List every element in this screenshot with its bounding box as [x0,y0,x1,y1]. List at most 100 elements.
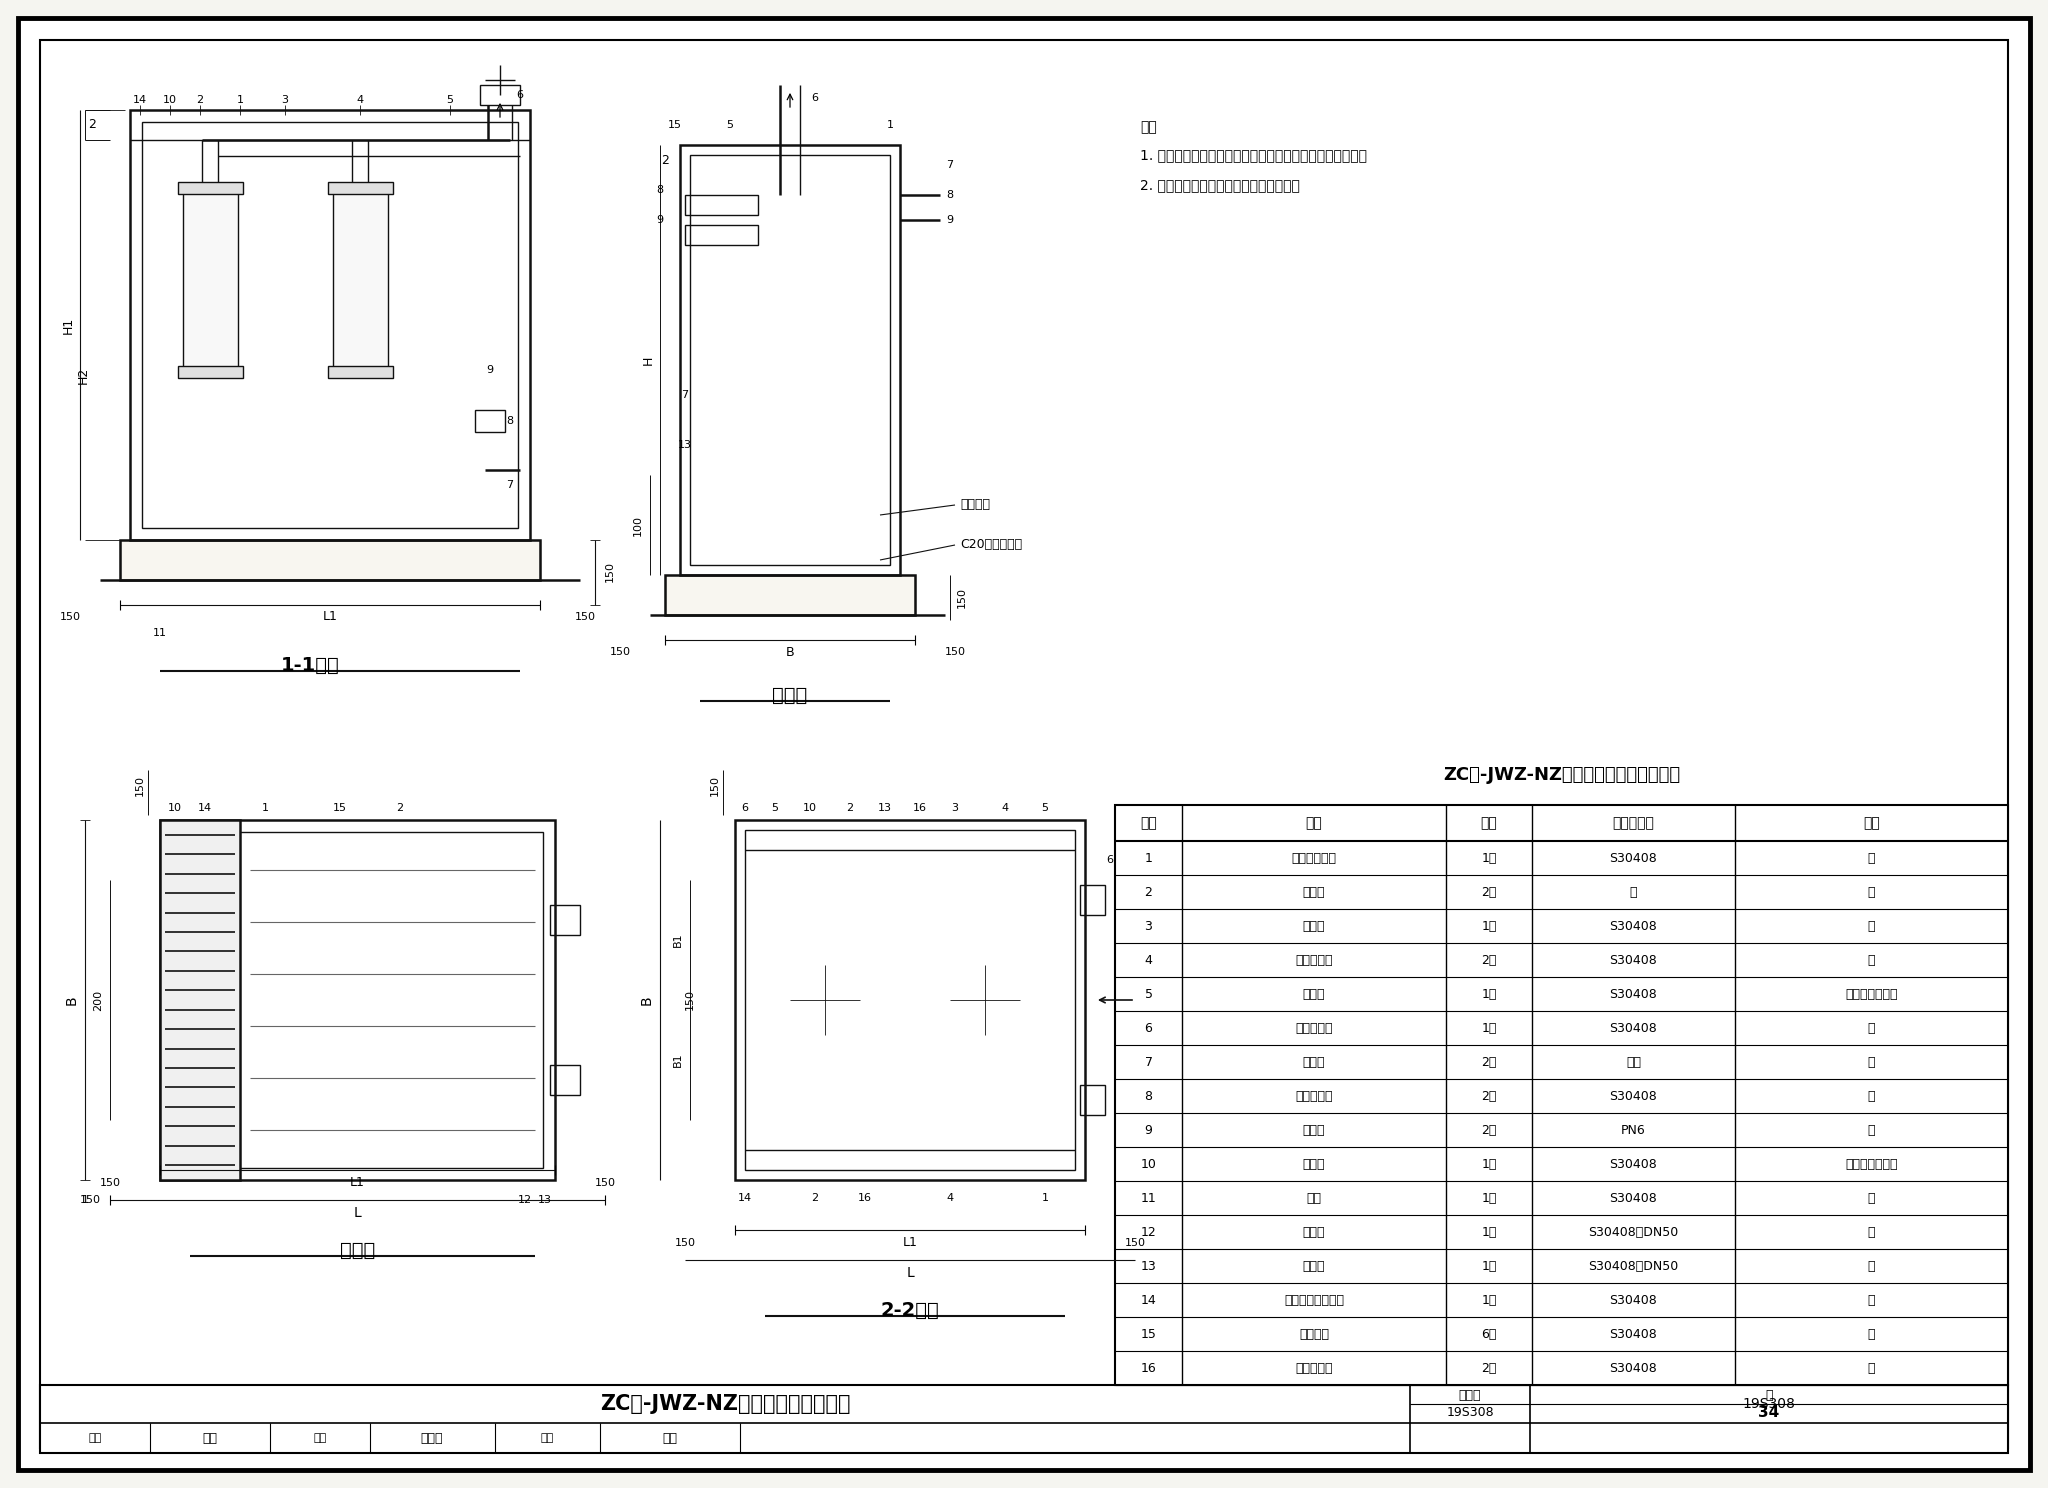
Text: －: － [1868,1021,1876,1034]
Text: 3: 3 [1145,920,1153,933]
Text: 150: 150 [604,561,614,582]
Text: 软接头: 软接头 [1303,1055,1325,1068]
Text: 2: 2 [811,1193,819,1202]
Text: 2个: 2个 [1481,1089,1497,1103]
Text: 10: 10 [164,95,176,106]
Bar [666,574,915,615]
Text: 150: 150 [610,647,631,658]
Text: 波浪形集水箱: 波浪形集水箱 [1292,851,1337,865]
Text: 7: 7 [682,390,688,400]
Text: 橡胶: 橡胶 [1626,1055,1640,1068]
Text: 13: 13 [678,440,692,449]
Text: 150: 150 [956,586,967,607]
Bar [1079,885,1106,915]
Text: 150: 150 [575,612,596,622]
Text: 页: 页 [1765,1390,1774,1402]
Text: S30408: S30408 [1610,1327,1657,1341]
Text: 膨胀螺栓: 膨胀螺栓 [961,498,989,512]
Text: －: － [1868,851,1876,865]
Text: L: L [905,1266,913,1280]
Bar [690,155,891,565]
Text: 平面图: 平面图 [340,1241,375,1259]
Text: 1个: 1个 [1481,851,1497,865]
Text: －: － [1868,1259,1876,1272]
Text: 管健: 管健 [203,1431,217,1445]
Text: 锁紧装置: 锁紧装置 [1298,1327,1329,1341]
Text: 2: 2 [1145,885,1153,899]
Text: 8: 8 [506,417,514,426]
Circle shape [739,271,748,278]
Text: 韩松: 韩松 [662,1431,678,1445]
Bar [735,820,1085,1180]
Text: －: － [1868,885,1876,899]
Text: 管径由设计确定: 管径由设计确定 [1845,1158,1898,1171]
Text: 外置式液位控制器: 外置式液位控制器 [1284,1293,1343,1306]
Text: 5: 5 [1145,988,1153,1000]
Bar [160,820,240,1180]
Text: 150: 150 [1124,1238,1145,1248]
Text: 2: 2 [846,804,854,812]
Bar [1114,805,2007,841]
Text: 1套: 1套 [1481,920,1497,933]
Text: 19S308: 19S308 [1743,1397,1796,1411]
Text: 固液分离器: 固液分离器 [1294,954,1333,967]
Bar [475,411,506,432]
Text: 1-1剖面: 1-1剖面 [281,656,340,674]
Bar [178,366,244,378]
Circle shape [819,238,827,246]
Text: 6: 6 [516,89,524,100]
Text: 150: 150 [59,612,80,622]
Text: 1个: 1个 [1481,1158,1497,1171]
Text: 13: 13 [539,1195,553,1205]
Text: 6: 6 [741,804,748,812]
Text: 15: 15 [668,121,682,129]
Text: S30408: S30408 [1610,1089,1657,1103]
Text: 9: 9 [946,214,954,225]
Text: 2: 2 [197,95,203,106]
Text: 名称: 名称 [1307,815,1323,830]
Bar [160,820,555,1180]
Text: 11: 11 [1141,1192,1157,1204]
Text: 16: 16 [858,1193,872,1202]
Text: 反冲洗装置: 反冲洗装置 [1294,1362,1333,1375]
Bar [328,366,393,378]
Text: 8: 8 [657,185,664,195]
Bar [178,182,244,193]
Text: 1套: 1套 [1481,1293,1497,1306]
Bar [551,905,580,934]
Text: S30408: S30408 [1610,1192,1657,1204]
Text: 16: 16 [1141,1362,1157,1375]
Text: 校对: 校对 [313,1433,326,1443]
Text: 1个: 1个 [1481,1226,1497,1238]
Bar [182,190,238,371]
Text: 5: 5 [1042,804,1049,812]
Bar [141,122,518,528]
Bar [479,85,520,106]
Text: 1套: 1套 [1481,1192,1497,1204]
Text: 13: 13 [1141,1259,1157,1272]
Text: 备注: 备注 [1864,815,1880,830]
Text: 150: 150 [80,1195,100,1205]
Text: S30408: S30408 [1610,1021,1657,1034]
Text: 10: 10 [168,804,182,812]
Text: B1: B1 [674,1052,682,1067]
Bar [684,225,758,246]
Text: 6: 6 [1106,856,1114,865]
Text: S30408: S30408 [1610,920,1657,933]
Text: 压力表: 压力表 [1303,1123,1325,1137]
Text: 1: 1 [1042,1193,1049,1202]
Text: 2个: 2个 [1481,1362,1497,1375]
Text: 16: 16 [913,804,928,812]
Text: 150: 150 [944,647,965,658]
Text: 5: 5 [772,804,778,812]
Text: 10: 10 [803,804,817,812]
Text: 150: 150 [684,990,694,1010]
Text: 14: 14 [737,1193,752,1202]
Text: S30408，DN50: S30408，DN50 [1589,1226,1679,1238]
Circle shape [786,318,795,326]
Text: 2. 产品配置表中材料均由厂家配套供给。: 2. 产品配置表中材料均由厂家配套供给。 [1141,179,1300,192]
Text: ZC型-JWZ-NZ污水提升装置产品配置表: ZC型-JWZ-NZ污水提升装置产品配置表 [1444,766,1679,784]
Text: 球形止回阀: 球形止回阀 [1294,1089,1333,1103]
Text: 支架: 支架 [1307,1192,1321,1204]
Bar [680,144,899,574]
